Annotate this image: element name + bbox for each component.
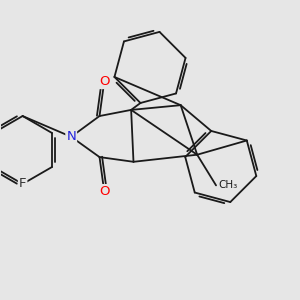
Text: O: O bbox=[99, 75, 110, 88]
Text: CH₃: CH₃ bbox=[218, 180, 238, 190]
Text: O: O bbox=[99, 185, 110, 198]
Text: N: N bbox=[66, 130, 76, 143]
Text: F: F bbox=[19, 178, 26, 190]
